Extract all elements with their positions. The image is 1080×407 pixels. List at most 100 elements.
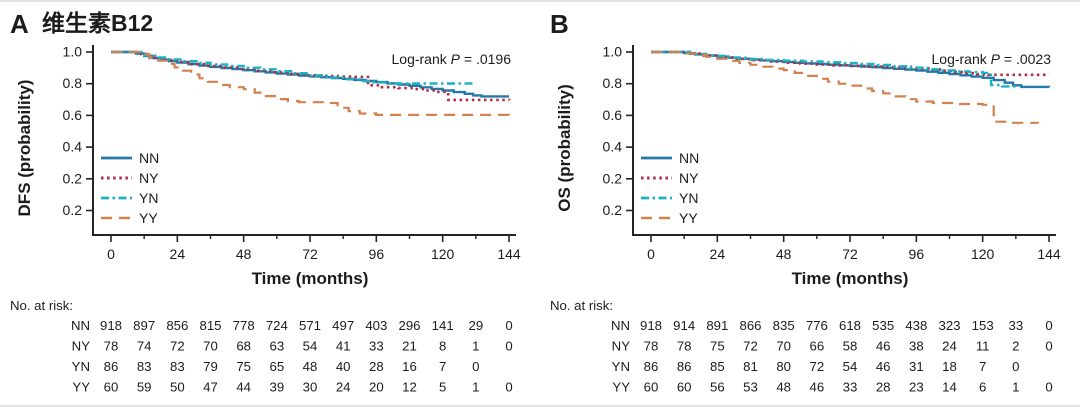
risk-value: 29: [468, 318, 483, 333]
risk-value: 0: [505, 339, 512, 354]
risk-row-label-nn: NN: [611, 318, 630, 333]
y-tick-label: 0.2: [603, 202, 623, 218]
risk-row-label-yy: YY: [612, 380, 630, 395]
risk-value: 24: [336, 380, 351, 395]
risk-value: 83: [137, 359, 152, 374]
risk-value: 0: [505, 380, 512, 395]
y-tick-label: 0.2: [63, 202, 83, 218]
risk-value: 0: [1012, 359, 1019, 374]
risk-value: 47: [203, 380, 218, 395]
risk-value: 80: [776, 359, 791, 374]
risk-value: 866: [739, 318, 761, 333]
risk-value: 11: [976, 339, 990, 354]
x-tick-label: 120: [971, 246, 995, 262]
figure-title: 维生素B12: [42, 10, 153, 36]
risk-value: 0: [472, 359, 479, 374]
y-tick-label: 0.2: [63, 170, 83, 186]
risk-value: 65: [269, 359, 284, 374]
risk-value: 618: [839, 318, 861, 333]
risk-value: 6: [979, 380, 986, 395]
risk-value: 40: [336, 359, 351, 374]
risk-value: 46: [876, 339, 891, 354]
legend-label-ny: NY: [679, 170, 699, 186]
x-tick-label: 96: [909, 246, 925, 262]
y-tick-label: 0.8: [63, 75, 83, 91]
risk-value: 70: [203, 339, 218, 354]
risk-value: 1: [1012, 380, 1019, 395]
risk-value: 86: [677, 359, 692, 374]
risk-value: 323: [938, 318, 960, 333]
risk-value: 41: [336, 339, 351, 354]
risk-value: 8: [439, 339, 446, 354]
risk-value: 296: [398, 318, 420, 333]
risk-value: 776: [806, 318, 828, 333]
risk-value: 72: [743, 339, 758, 354]
logrank-value: = .0196: [460, 51, 511, 67]
risk-value: 778: [233, 318, 255, 333]
x-tick-label: 48: [776, 246, 792, 262]
risk-value: 918: [100, 318, 122, 333]
risk-value: 0: [1045, 318, 1052, 333]
risk-value: 60: [677, 380, 692, 395]
risk-value: 7: [439, 359, 446, 374]
legend-label-nn: NN: [679, 150, 699, 166]
risk-value: 141: [432, 318, 454, 333]
risk-value: 20: [369, 380, 384, 395]
risk-value: 79: [203, 359, 218, 374]
risk-value: 835: [773, 318, 795, 333]
risk-value: 59: [137, 380, 152, 395]
risk-value: 56: [710, 380, 725, 395]
logrank-prefix: Log-rank: [932, 51, 991, 67]
risk-value: 14: [942, 380, 957, 395]
km-curve-ny: [651, 50, 1051, 77]
risk-value: 86: [104, 359, 119, 374]
legend-label-yn: YN: [679, 190, 698, 206]
risk-value: 72: [170, 339, 185, 354]
risk-value: 815: [199, 318, 221, 333]
x-tick-label: 144: [497, 246, 521, 262]
legend-label-yn: YN: [139, 190, 158, 206]
risk-value: 75: [710, 339, 725, 354]
risk-row-label-yn: YN: [72, 359, 90, 374]
y-tick-label: 0.6: [63, 107, 83, 123]
risk-value: 85: [710, 359, 725, 374]
y-tick-label: 1.0: [603, 44, 623, 60]
risk-row-label-ny: NY: [612, 339, 631, 354]
y-tick-label: 0.4: [63, 139, 83, 155]
x-axis-title: Time (months): [792, 269, 909, 288]
y-tick-label: 0.8: [603, 75, 623, 91]
risk-value: 403: [365, 318, 387, 333]
y-tick-label: 1.0: [63, 44, 83, 60]
risk-value: 5: [439, 380, 446, 395]
risk-value: 66: [809, 339, 824, 354]
risk-value: 50: [170, 380, 185, 395]
risk-value: 31: [909, 359, 924, 374]
risk-value: 1: [472, 380, 479, 395]
risk-value: 46: [809, 380, 824, 395]
risk-value: 60: [644, 380, 659, 395]
risk-value: 497: [332, 318, 354, 333]
risk-value: 38: [909, 339, 924, 354]
x-tick-label: 0: [107, 246, 115, 262]
km-curve-yy: [111, 50, 511, 116]
x-tick-label: 48: [236, 246, 252, 262]
x-tick-label: 0: [647, 246, 655, 262]
risk-value: 12: [402, 380, 417, 395]
legend-label-yy: YY: [679, 210, 698, 226]
risk-value: 78: [644, 339, 659, 354]
legend-label-yy: YY: [139, 210, 158, 226]
risk-value: 535: [872, 318, 894, 333]
legend-label-ny: NY: [139, 170, 159, 186]
top-divider: [0, 0, 1080, 2]
km-curve-nn: [111, 50, 509, 98]
x-tick-label: 72: [302, 246, 318, 262]
panel-label: A: [10, 9, 29, 39]
risk-value: 724: [266, 318, 288, 333]
risk-value: 33: [369, 339, 384, 354]
y-axis-title: DFS (probability): [15, 80, 34, 217]
risk-value: 54: [843, 359, 858, 374]
risk-value: 83: [170, 359, 185, 374]
risk-value: 571: [299, 318, 321, 333]
y-axis-title: OS (probability): [555, 84, 574, 212]
risk-value: 81: [743, 359, 758, 374]
